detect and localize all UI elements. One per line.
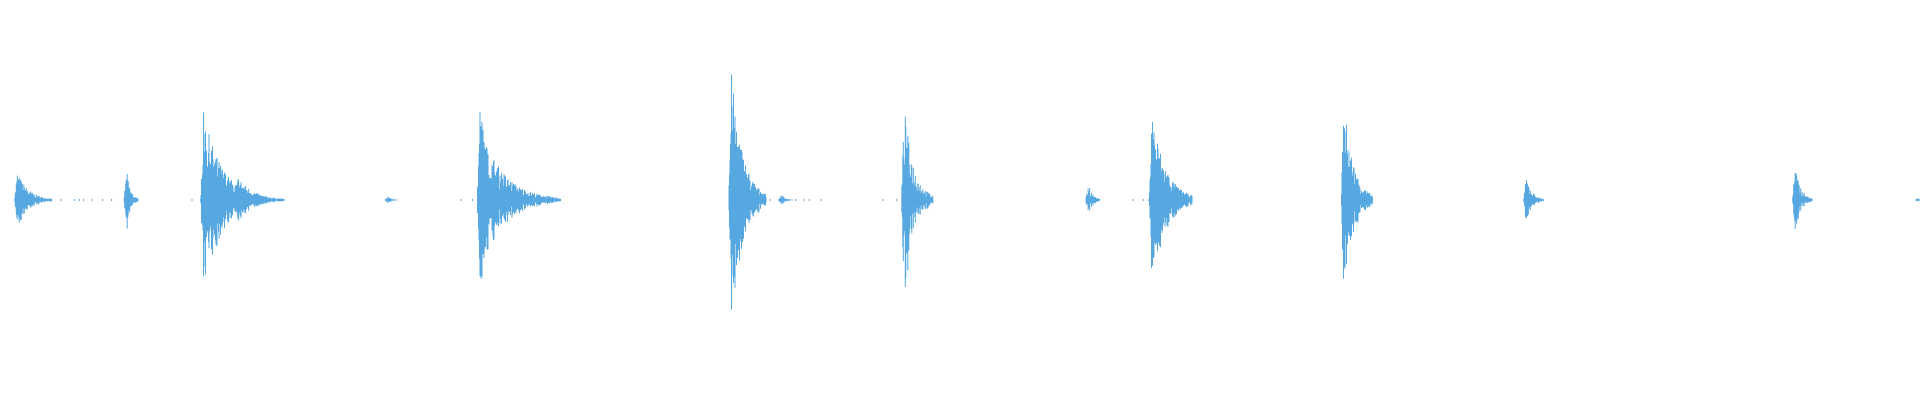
- waveform-noise-2: [460, 199, 535, 201]
- waveform-noise-4: [882, 199, 923, 201]
- waveform-burst-10: [1085, 188, 1101, 211]
- waveform-burst-15: [1915, 198, 1920, 202]
- waveform-burst-14: [1792, 173, 1813, 229]
- waveform-burst-0: [14, 175, 53, 223]
- waveform-burst-4: [384, 196, 400, 203]
- waveform-burst-1: [123, 173, 139, 229]
- waveform-burst-9: [901, 116, 934, 287]
- waveform-burst-6: [488, 160, 561, 240]
- waveform-noise-3: [729, 199, 822, 201]
- waveform-burst-7: [728, 74, 767, 310]
- waveform-burst-13: [1523, 180, 1544, 219]
- waveform-burst-11: [1149, 122, 1193, 269]
- waveform-noise-0: [37, 199, 113, 201]
- waveform-burst-12: [1341, 124, 1373, 279]
- waveform-noise-1: [191, 199, 285, 201]
- waveform-noise-5: [1132, 199, 1166, 201]
- waveform-burst-3: [235, 179, 285, 221]
- waveform-bursts: [14, 74, 1920, 310]
